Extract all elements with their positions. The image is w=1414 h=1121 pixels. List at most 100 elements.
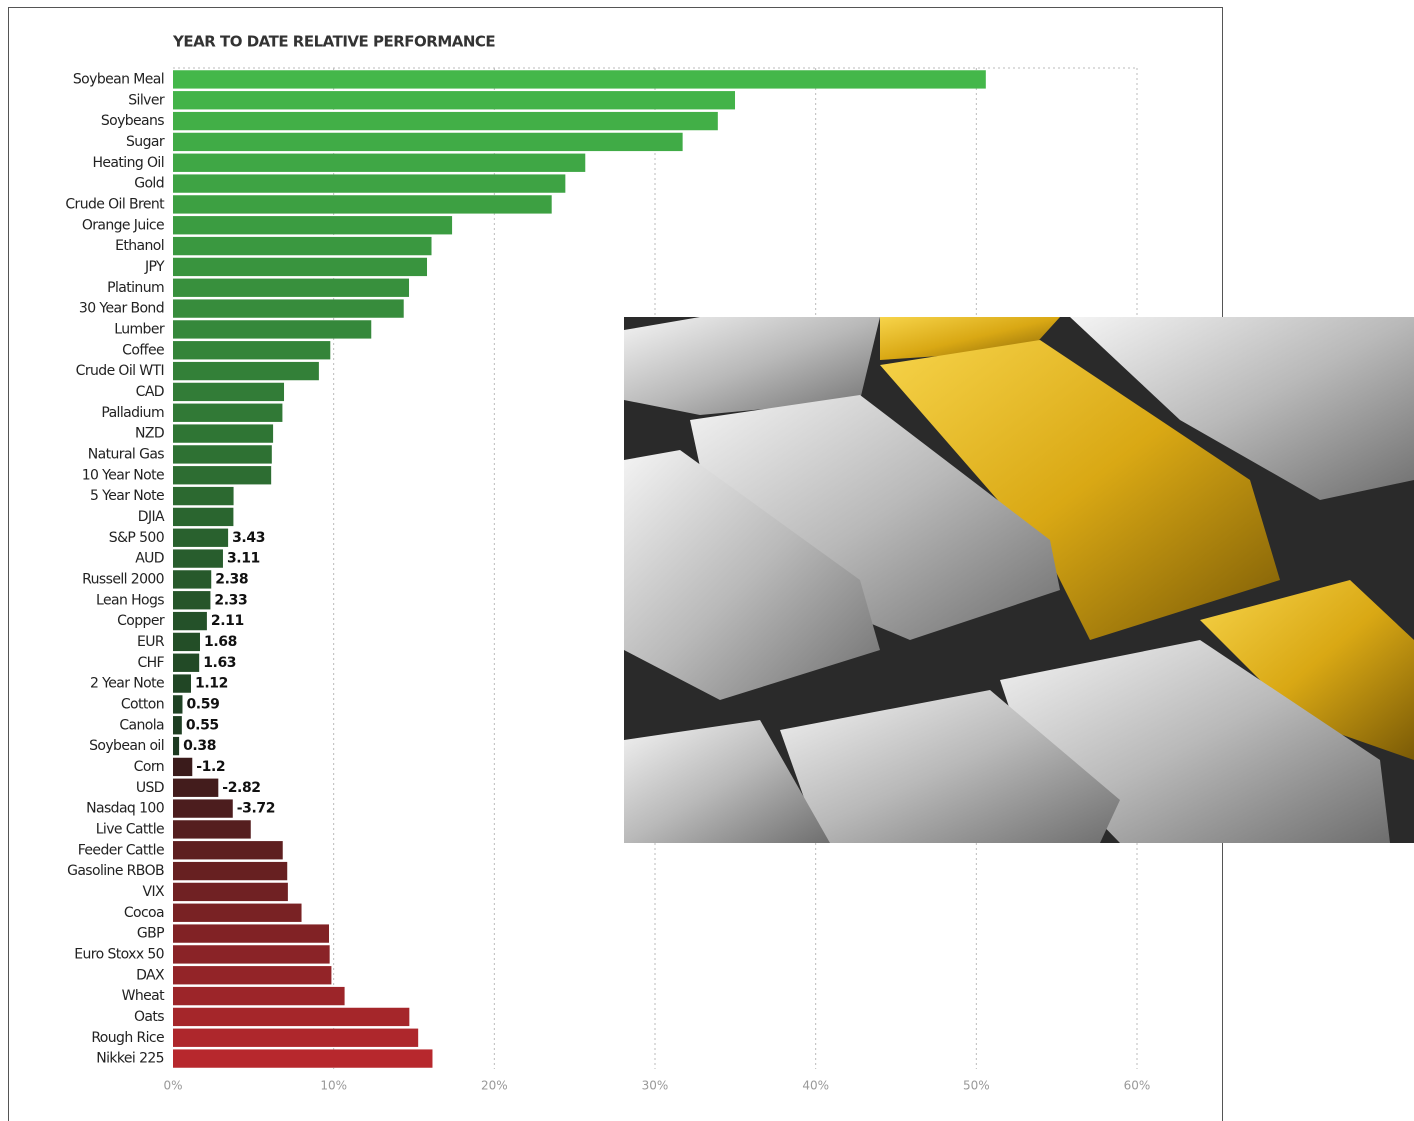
value-label: -1.2 [196,759,225,775]
value-label: 3.11 [227,551,260,567]
category-label: DAX [136,967,165,983]
bar [173,153,586,172]
bar [173,278,410,297]
bar [173,945,330,964]
bar [173,591,211,610]
value-label: -3.72 [237,801,275,817]
bar [173,70,986,89]
category-label: Live Cattle [96,821,164,837]
value-label: 2.11 [211,613,244,629]
bar [173,820,251,839]
x-tick-label: 40% [802,1079,829,1093]
bar [173,528,229,547]
x-tick-label: 0% [163,1079,182,1093]
category-label: GBP [137,926,164,942]
category-label: Copper [117,613,165,629]
bar [173,320,372,339]
photo [624,317,1414,843]
bar [173,216,453,235]
category-label: Soybean Meal [73,71,164,87]
chart-title: YEAR TO DATE RELATIVE PERFORMANCE [172,33,495,51]
category-label: Orange Juice [82,217,164,233]
category-label: Coffee [122,342,164,358]
x-tick-label: 10% [320,1079,347,1093]
category-label: Heating Oil [92,155,164,171]
category-label: Canola [119,717,164,733]
category-label: Sugar [126,134,165,150]
category-label: Wheat [122,988,166,1004]
category-label: Euro Stoxx 50 [74,946,164,962]
bar [173,382,285,402]
category-label: NZD [135,426,164,442]
bar [173,966,332,985]
category-label: EUR [137,634,165,650]
bar [173,111,718,131]
bar [173,841,283,860]
x-tick-label: 20% [481,1079,508,1093]
category-label: Lean Hogs [96,592,164,608]
bar [173,91,736,110]
category-label: CHF [137,655,164,671]
x-tick-label: 30% [642,1079,669,1093]
value-label: 1.12 [195,676,228,692]
category-label: Lumber [114,321,165,337]
category-label: Gold [134,176,164,192]
value-label: 3.43 [232,530,265,546]
category-label: Russell 2000 [82,571,164,587]
bar [173,757,193,777]
bar [173,716,182,735]
category-label: Soybeans [101,113,164,129]
bar [173,507,234,527]
bar [173,445,272,464]
bar [173,1007,410,1027]
category-label: Soybean oil [89,738,164,754]
bar [173,1049,433,1068]
category-label: Cocoa [124,905,164,921]
bar [173,132,683,152]
category-label: CAD [136,384,164,400]
category-label: Rough Rice [91,1030,164,1046]
bar [173,986,345,1006]
category-label: S&P 500 [109,530,164,546]
category-label: Platinum [107,280,164,296]
bar [173,174,566,193]
bar [173,299,404,318]
bar [173,341,331,360]
category-label: USD [136,780,164,796]
bar [173,674,191,693]
bar [173,486,234,506]
value-label: 0.59 [186,696,219,712]
bar [173,424,274,443]
category-label: 10 Year Note [82,467,164,483]
category-label: AUD [135,551,164,567]
bar [173,882,288,902]
value-label: 0.38 [183,738,216,754]
category-label: 30 Year Bond [79,301,164,317]
bar [173,653,200,672]
bar [173,924,330,943]
bar [173,570,212,589]
value-label: 1.63 [203,655,236,671]
bar [173,736,180,756]
category-label: Crude Oil Brent [65,196,165,212]
bar [173,695,183,714]
bar [173,466,272,485]
bar [173,611,207,631]
category-label: Natural Gas [88,446,165,462]
value-label: 1.68 [204,634,237,650]
bar [173,549,223,568]
category-label: VIX [143,884,166,900]
category-label: Feeder Cattle [78,842,164,858]
value-label: -2.82 [222,780,260,796]
bar [173,236,432,256]
value-label: 0.55 [186,717,219,733]
category-label: Nasdaq 100 [86,801,164,817]
category-label: Gasoline RBOB [67,863,164,879]
bar [173,861,288,881]
category-label: 2 Year Note [90,676,164,692]
bar [173,632,200,652]
bar [173,1028,419,1047]
x-tick-label: 60% [1124,1079,1151,1093]
